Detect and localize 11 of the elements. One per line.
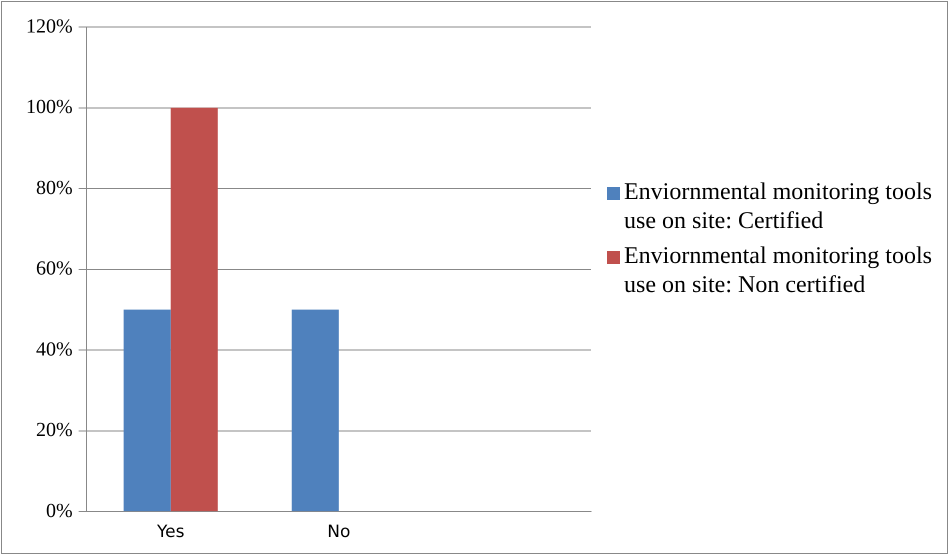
legend-label: Enviornmental monitoring tools use on site: Non certified <box>623 242 933 300</box>
y-tick-label: 20% <box>36 419 73 442</box>
x-tick-label: Yes <box>156 522 185 542</box>
y-tick-label: 80% <box>36 176 73 199</box>
y-tick-label: 100% <box>26 96 73 118</box>
y-tick-label: 120% <box>26 15 73 38</box>
y-tick-label: 60% <box>36 258 73 280</box>
x-tick-label: No <box>327 522 350 542</box>
legend-label: Enviornmental monitoring tools use on site: Certified <box>623 178 933 236</box>
y-tick-label: 40% <box>36 338 73 360</box>
y-tick-label: 0% <box>46 500 73 522</box>
